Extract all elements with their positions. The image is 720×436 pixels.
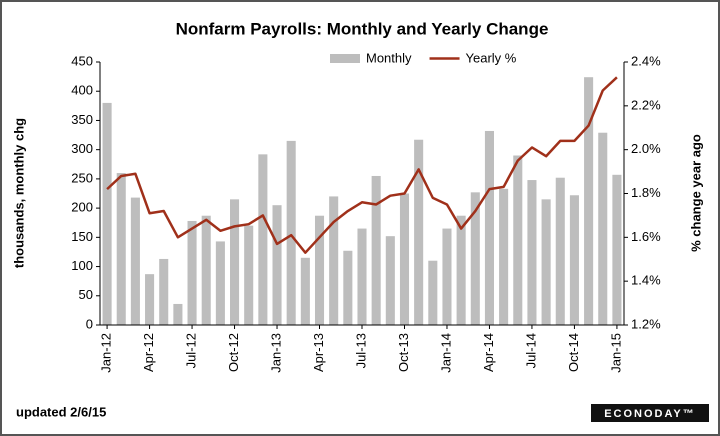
bar — [187, 220, 197, 325]
x-tick-label: Apr-13 — [311, 333, 326, 372]
bar — [541, 199, 551, 325]
line-series — [106, 76, 618, 254]
y2-tick-label: 1.2% — [631, 316, 661, 331]
bar — [584, 77, 594, 325]
bar — [102, 102, 112, 326]
x-tick-label: Jan-13 — [268, 333, 283, 373]
bar — [442, 228, 452, 325]
footnote: updated 2/6/15 — [16, 404, 106, 419]
y-tick-label: 50 — [79, 287, 93, 302]
y-tick-label: 300 — [71, 141, 93, 156]
y2-axis-label: % change year ago — [688, 134, 703, 252]
bar — [428, 260, 438, 325]
x-tick-label: Oct-14 — [566, 333, 581, 372]
x-tick-label: Jul-12 — [183, 333, 198, 368]
logo: ECONODAY™ — [604, 408, 696, 420]
bar — [230, 199, 240, 325]
chart-title: Nonfarm Payrolls: Monthly and Yearly Cha… — [176, 19, 549, 38]
y-tick-label: 200 — [71, 200, 93, 215]
bar — [116, 173, 126, 325]
bar — [329, 196, 339, 325]
y-tick-label: 350 — [71, 112, 93, 127]
x-tick-label: Oct-12 — [226, 333, 241, 372]
bar — [159, 258, 169, 325]
bar — [513, 155, 523, 325]
bar — [130, 197, 140, 325]
bar — [598, 132, 608, 325]
y2-tick-label: 2.0% — [631, 141, 661, 156]
bar — [300, 257, 310, 325]
y2-tick-label: 2.2% — [631, 97, 661, 112]
bar — [555, 177, 565, 325]
bar — [343, 250, 353, 325]
bar — [201, 215, 211, 325]
bar — [272, 205, 282, 325]
y-axis-label: thousands, monthly chg — [11, 118, 26, 268]
y-tick-label: 0 — [86, 316, 93, 331]
y-tick-label: 250 — [71, 170, 93, 185]
y2-tick-label: 1.8% — [631, 185, 661, 200]
bar — [414, 139, 424, 325]
x-tick-label: Jan-14 — [438, 333, 453, 373]
y2-tick-label: 1.4% — [631, 273, 661, 288]
x-tick-label: Jan-12 — [99, 333, 114, 373]
x-tick-label: Apr-14 — [481, 333, 496, 372]
bar — [470, 192, 480, 325]
y-tick-label: 150 — [71, 229, 93, 244]
x-tick-label: Jan-15 — [608, 333, 623, 373]
bar — [286, 140, 296, 325]
bar — [484, 130, 494, 325]
bar — [173, 303, 183, 325]
bar — [145, 274, 155, 325]
y2-tick-label: 1.6% — [631, 229, 661, 244]
legend-label: Monthly — [366, 50, 412, 65]
bar — [456, 215, 466, 325]
bar — [527, 180, 537, 325]
x-tick-label: Jul-14 — [523, 333, 538, 368]
bar — [258, 154, 268, 325]
bar — [371, 175, 381, 325]
y2-tick-label: 2.4% — [631, 53, 661, 68]
logo-box — [591, 404, 709, 422]
x-tick-label: Apr-12 — [141, 333, 156, 372]
bar — [244, 225, 254, 325]
y-tick-label: 400 — [71, 83, 93, 98]
bar — [215, 241, 225, 325]
legend-label: Yearly % — [466, 50, 517, 65]
x-tick-label: Jul-13 — [353, 333, 368, 368]
bar — [385, 236, 395, 325]
y-tick-label: 450 — [71, 53, 93, 68]
y-tick-label: 100 — [71, 258, 93, 273]
bar — [314, 215, 325, 325]
x-tick-label: Oct-13 — [396, 333, 411, 372]
bar — [399, 193, 410, 325]
bar — [499, 188, 509, 325]
legend-swatch — [330, 54, 360, 63]
bar — [357, 228, 367, 325]
bar — [612, 174, 622, 325]
bar — [569, 195, 579, 325]
